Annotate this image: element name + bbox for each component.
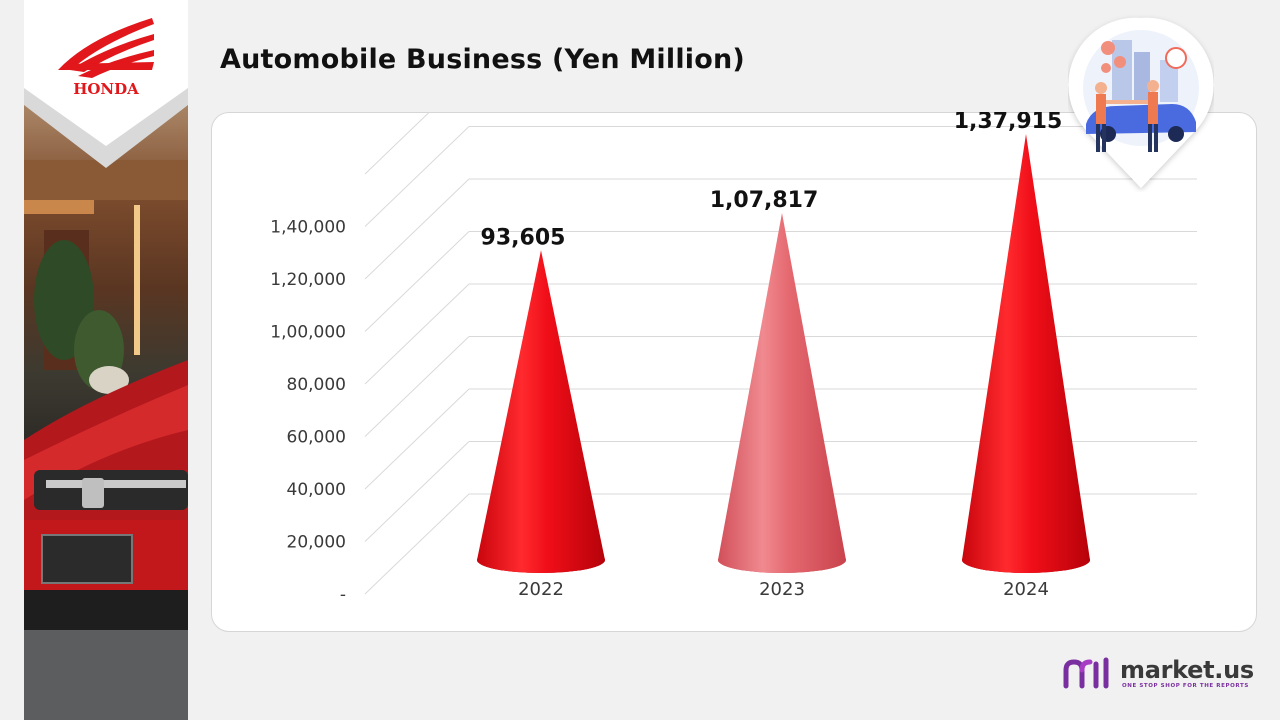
market-us-logo-icon (1063, 657, 1109, 689)
gridline-side (364, 178, 470, 280)
y-tick-label: 1,00,000 (270, 323, 346, 343)
honda-logo: HONDA (24, 0, 188, 168)
gridline-side (364, 441, 470, 542)
x-tick-label: 2022 (518, 579, 564, 600)
data-label: 1,07,817 (710, 188, 819, 213)
market-us-brand: market.us ONE STOP SHOP FOR THE REPORTS (1062, 656, 1262, 696)
gridline-side (364, 112, 431, 175)
y-tick-label: 20,000 (287, 533, 346, 553)
logo-text: HONDA (73, 80, 139, 98)
cone-body (962, 133, 1090, 573)
data-label: 1,37,915 (954, 112, 1063, 134)
y-tick-label: 1,20,000 (270, 270, 346, 290)
y-tick-label: 40,000 (287, 480, 346, 500)
gridline-side (364, 336, 470, 437)
data-label: 93,605 (481, 225, 566, 250)
gridline-side (364, 231, 470, 332)
x-tick-label: 2023 (759, 579, 805, 600)
business-deal-icon (1068, 17, 1214, 189)
car-photo-icon (24, 160, 188, 720)
y-tick-label: 60,000 (287, 428, 346, 448)
y-tick-label: 1,40,000 (270, 218, 346, 238)
y-tick-label: - (340, 585, 346, 605)
cone-bar-chart: - 20,000 40,000 60,000 80,000 1,00,000 1,20,00… (270, 112, 1197, 605)
cone-bar-2024 (962, 133, 1090, 573)
cone-body (477, 250, 605, 574)
page-title: Automobile Business (Yen Million) (220, 44, 745, 75)
cone-bar-2023 (718, 212, 846, 573)
gridline-side (364, 388, 470, 490)
y-tick-label: 80,000 (287, 375, 346, 395)
gridline-side (364, 126, 470, 227)
x-tick-label: 2024 (1003, 579, 1049, 600)
gridline-side (364, 493, 470, 595)
cone-bar-2022 (477, 250, 605, 574)
brand-name: market.us (1120, 656, 1254, 684)
brand-tagline: ONE STOP SHOP FOR THE REPORTS (1122, 683, 1249, 689)
cone-body (718, 212, 846, 573)
gridline-side (364, 283, 470, 385)
